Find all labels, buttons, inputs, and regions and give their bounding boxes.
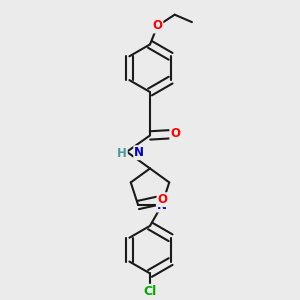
Text: O: O xyxy=(170,128,180,140)
Text: N: N xyxy=(134,146,144,159)
Text: O: O xyxy=(152,20,162,32)
Text: N: N xyxy=(157,199,167,212)
Text: Cl: Cl xyxy=(143,285,157,298)
Text: H: H xyxy=(117,147,127,160)
Text: O: O xyxy=(158,193,167,206)
